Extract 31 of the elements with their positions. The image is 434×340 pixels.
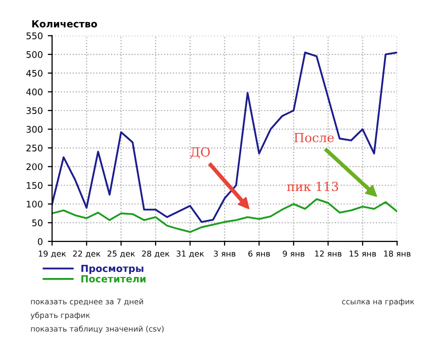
y-tick-label: 500 xyxy=(26,51,42,58)
annotation: После xyxy=(294,133,334,142)
x-tick-label: 28 дек xyxy=(142,250,170,258)
annotation: ДО xyxy=(190,147,210,158)
x-tick-label: 22 дек xyxy=(73,250,100,258)
x-tick-label: 6 янв xyxy=(248,250,270,257)
y-tick-label: 300 xyxy=(26,126,42,133)
y-tick-label: 50 xyxy=(32,219,42,226)
y-tick-label: 0 xyxy=(38,238,42,245)
y-tick-label: 100 xyxy=(26,200,42,208)
y-tick-label: 350 xyxy=(26,107,42,114)
y-tick-label: 250 xyxy=(26,144,42,152)
x-tick-label: 3 янв xyxy=(214,250,236,257)
line-series xyxy=(52,198,398,233)
x-tick-label: 18 янв xyxy=(384,250,410,257)
x-tick-label: 31 дек xyxy=(176,250,204,258)
legend-label: Просмотры xyxy=(81,264,144,274)
x-tick-label: 25 дек xyxy=(108,250,135,258)
y-tick-label: 400 xyxy=(26,88,42,96)
legend-label: Посетители xyxy=(81,275,146,282)
x-tick-label: 12 янв xyxy=(315,250,342,257)
y-tick-label: 200 xyxy=(26,163,42,170)
y-tick-label: 150 xyxy=(26,182,42,189)
x-tick-label: 15 янв xyxy=(350,250,376,257)
y-tick-label: 450 xyxy=(26,70,42,77)
x-tick-label: 19 дек xyxy=(38,250,66,258)
line-series xyxy=(52,52,398,223)
x-tick-label: 9 янв xyxy=(282,250,304,257)
y-axis-title: Количество xyxy=(32,20,98,28)
y-tick-label: 550 xyxy=(26,32,42,40)
annotation: пик 113 xyxy=(287,182,338,192)
